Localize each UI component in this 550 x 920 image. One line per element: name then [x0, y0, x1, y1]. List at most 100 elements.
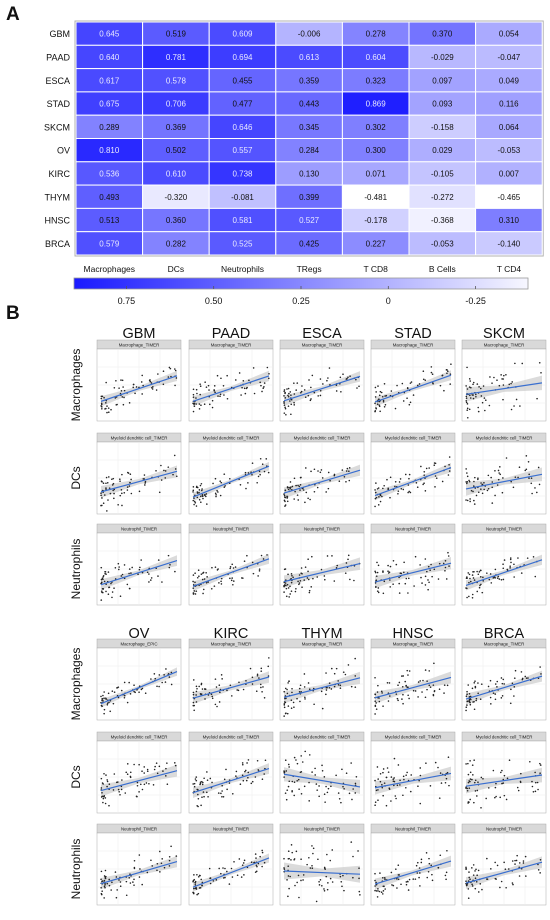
scatter-point — [289, 481, 292, 483]
scatter-point — [100, 403, 103, 406]
scatter-point — [477, 682, 479, 684]
scatter-point — [238, 372, 241, 374]
scatter-point — [439, 854, 442, 857]
scatter-point — [201, 489, 203, 492]
scatter-point — [425, 467, 428, 470]
scatter-point — [193, 500, 196, 503]
scatter-point — [465, 481, 467, 483]
scatter-point — [232, 571, 235, 573]
scatter-point — [220, 872, 222, 875]
scatter-point — [498, 384, 501, 387]
scatter-point — [419, 564, 421, 566]
scatter-point — [400, 488, 403, 490]
scatter-point — [174, 570, 176, 573]
scatter-point — [539, 872, 541, 874]
scatter-point — [323, 866, 326, 869]
scatter-confidence-band — [193, 763, 269, 799]
scatter-point — [349, 375, 351, 377]
heatmap-cell-value: 0.513 — [99, 216, 120, 225]
scatter-point — [303, 673, 306, 675]
scatter-point — [476, 570, 478, 573]
scatter-point — [286, 583, 289, 586]
scatter-point — [396, 876, 399, 879]
scatter-point — [199, 693, 202, 695]
scatter-point — [494, 861, 496, 864]
scatter-point — [104, 571, 107, 573]
scatter-point — [473, 486, 475, 488]
scatter-point — [384, 403, 387, 406]
scatter-point — [465, 706, 468, 708]
scatter-point — [308, 800, 311, 802]
scatter-point — [374, 872, 376, 875]
scatter-point — [240, 394, 242, 396]
scatter-point — [431, 373, 434, 376]
scatter-point — [509, 702, 512, 705]
scatter-point — [199, 383, 201, 385]
scatter-point — [238, 478, 240, 480]
scatter-point — [420, 465, 422, 468]
scatter-point — [283, 870, 285, 873]
scatter-point — [115, 379, 117, 382]
scatter-point — [204, 381, 206, 383]
heatmap-cell-value: 0.097 — [432, 76, 453, 85]
scatter-point — [118, 790, 120, 793]
scatter-point — [473, 682, 476, 684]
scatter-point — [470, 881, 472, 884]
scatter-point — [298, 485, 301, 488]
scatter-point — [255, 864, 258, 867]
scatter-point — [108, 788, 110, 790]
scatter-point — [253, 861, 256, 864]
scatter-point — [101, 408, 103, 410]
scatter-point — [289, 585, 291, 588]
scatter-point — [254, 853, 257, 855]
scatter-point — [390, 800, 392, 802]
scatter-point — [310, 398, 312, 400]
scatter-point — [375, 575, 378, 577]
scatter-cancer-title: BRCA — [484, 626, 525, 642]
scatter-point — [414, 878, 417, 880]
scatter-point — [132, 386, 135, 389]
scatter-point — [333, 685, 336, 688]
scatter-point — [433, 462, 436, 464]
scatter-point — [382, 705, 384, 707]
scatter-point — [113, 492, 115, 495]
scatter-point — [477, 477, 479, 479]
scatter-point — [539, 762, 541, 765]
scatter-point — [199, 874, 201, 877]
scatter-point — [283, 704, 286, 706]
scatter-point — [218, 701, 221, 703]
scatter-point — [378, 405, 381, 408]
scatter-strip — [461, 432, 547, 443]
scatter-point — [152, 784, 155, 786]
scatter-point — [102, 795, 105, 798]
scatter-point — [407, 779, 410, 782]
scatter-point — [468, 880, 470, 883]
scatter-strip-label: Neutrophil_TIMER — [213, 527, 249, 532]
scatter-point — [154, 677, 157, 680]
scatter-regression-line — [100, 470, 178, 493]
scatter-strip — [96, 432, 182, 443]
scatter-point — [426, 570, 428, 573]
scatter-point — [300, 567, 303, 569]
scatter-point — [192, 402, 194, 405]
scatter-point — [467, 781, 470, 784]
scatter-point — [104, 572, 106, 575]
scatter-point — [435, 477, 438, 479]
heatmap-cell-value: 0.613 — [299, 53, 320, 62]
scatter-point — [288, 766, 290, 768]
scatter-point — [100, 492, 102, 494]
scatter-point — [377, 385, 379, 387]
heatmap-cell-value: 0.477 — [232, 100, 253, 109]
scatter-point — [200, 682, 203, 685]
scatter-point — [202, 572, 204, 574]
scatter-strip-label: Myeloid dendritic cell_TIMER — [203, 735, 260, 740]
scatter-point — [401, 698, 403, 700]
scatter-point — [480, 776, 483, 779]
scatter-point — [393, 777, 395, 779]
scatter-point — [443, 684, 446, 686]
scatter-point — [298, 583, 300, 586]
scatter-point — [337, 792, 340, 794]
scatter-point — [396, 384, 398, 387]
heatmap-cell-value: -0.081 — [231, 193, 254, 202]
scatter-point — [259, 473, 261, 476]
